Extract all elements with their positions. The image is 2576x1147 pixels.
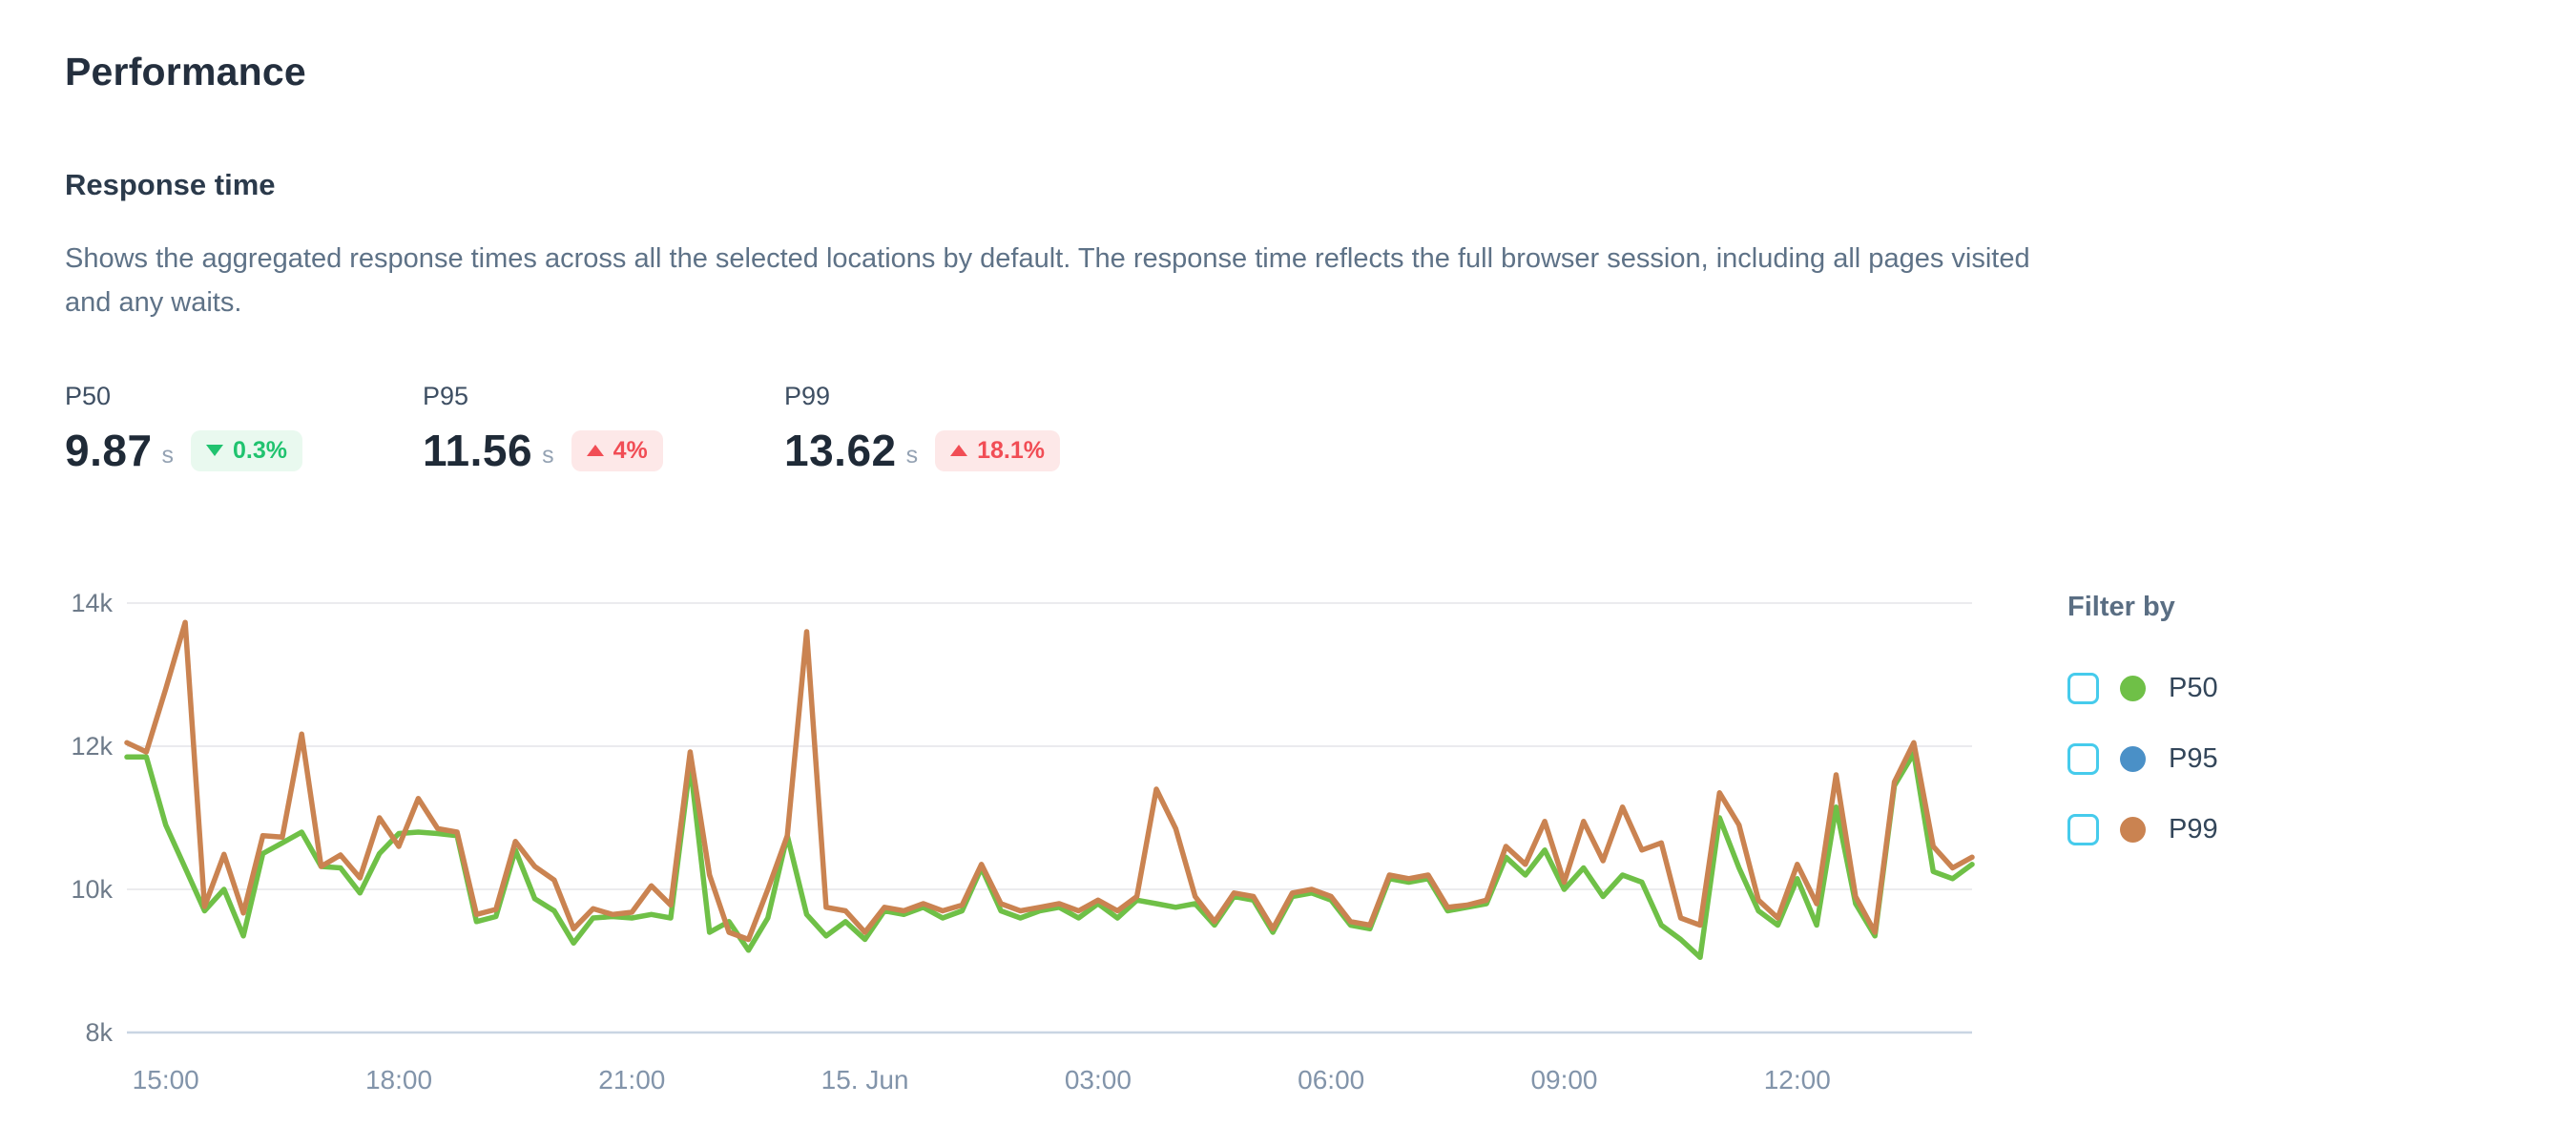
page-title: Performance (65, 50, 306, 94)
y-axis-tick-label: 10k (71, 875, 113, 904)
x-axis-tick-label: 03:00 (1065, 1065, 1132, 1095)
p50-filter-label: P50 (2169, 672, 2218, 703)
filter-item-p99[interactable]: P99 (2067, 812, 2218, 846)
x-axis-tick-label: 06:00 (1298, 1065, 1364, 1095)
x-axis-tick-label: 15:00 (133, 1065, 199, 1095)
stat-p95-delta: 4% (613, 436, 648, 464)
p99-series-color-dot (2120, 816, 2146, 843)
stat-p99-delta: 18.1% (977, 436, 1046, 464)
x-axis-tick-label: 12:00 (1764, 1065, 1831, 1095)
p95-series-color-dot (2120, 745, 2146, 772)
p50-series-color-dot (2120, 675, 2146, 701)
stat-p99-unit: s (905, 441, 919, 469)
x-axis-tick-label: 15. Jun (821, 1065, 909, 1095)
triangle-down-icon (206, 445, 224, 456)
triangle-up-icon (586, 445, 604, 456)
p99-filter-label: P99 (2169, 813, 2218, 845)
filter-panel: Filter by P50 P95 P99 (2067, 592, 2218, 883)
percentile-stats-row: P50 9.87 s 0.3% P95 11.56 s 4% P99 13.62… (65, 382, 1142, 476)
stat-p99-value: 13.62 (784, 426, 897, 475)
stat-p50-label: P50 (65, 382, 112, 410)
y-axis-tick-label: 12k (71, 732, 113, 761)
x-axis-tick-label: 09:00 (1530, 1065, 1597, 1095)
y-axis-tick-label: 14k (71, 589, 113, 617)
stat-p95-unit: s (542, 441, 554, 469)
section-description: Shows the aggregated response times acro… (65, 243, 2030, 318)
stat-p50-delta: 0.3% (233, 436, 288, 464)
y-axis-tick-label: 8k (85, 1018, 113, 1047)
p95-filter-label: P95 (2169, 742, 2218, 774)
p50-checkbox[interactable] (2067, 672, 2099, 704)
stat-p50: P50 9.87 s 0.3% (65, 382, 423, 476)
filter-item-p50[interactable]: P50 (2067, 671, 2218, 705)
filter-title: Filter by (2067, 592, 2175, 622)
stat-p50-value: 9.87 (65, 426, 153, 475)
series-line-p99 (124, 619, 1975, 943)
x-axis-tick-label: 21:00 (598, 1065, 665, 1095)
stat-p50-unit: s (161, 441, 175, 469)
section-title-response-time: Response time (65, 168, 276, 201)
stat-p95: P95 11.56 s 4% (423, 382, 784, 476)
stat-p99-label: P99 (784, 382, 831, 410)
x-axis-tick-label: 18:00 (365, 1065, 432, 1095)
stat-p50-delta-badge: 0.3% (191, 429, 303, 471)
stat-p95-value: 11.56 (423, 426, 533, 475)
p99-checkbox[interactable] (2067, 813, 2099, 845)
stat-p99-delta-badge: 18.1% (935, 429, 1061, 471)
stat-p95-label: P95 (423, 382, 469, 410)
stat-p99: P99 13.62 s 18.1% (784, 382, 1142, 476)
filter-item-p95[interactable]: P95 (2067, 741, 2218, 776)
triangle-up-icon (950, 445, 968, 456)
series-line-p50 (124, 750, 1975, 961)
stat-p95-delta-badge: 4% (571, 429, 663, 471)
p95-checkbox[interactable] (2067, 742, 2099, 775)
